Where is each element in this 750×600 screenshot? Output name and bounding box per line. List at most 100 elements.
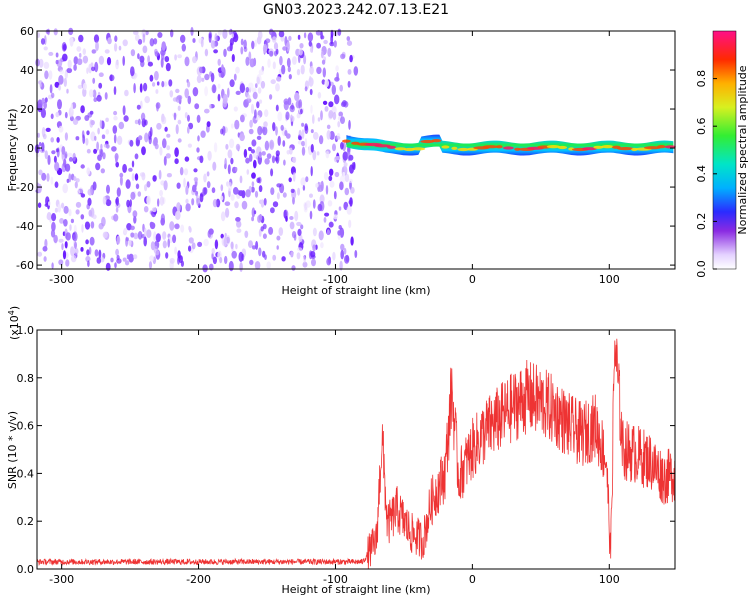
noise-cell	[92, 181, 97, 191]
signal-peak	[451, 146, 458, 150]
noise-cell	[90, 62, 94, 68]
noise-cell	[289, 105, 295, 113]
noise-cell	[183, 177, 186, 188]
noise-cell	[144, 132, 149, 143]
noise-cell	[256, 36, 262, 45]
noise-cell	[67, 152, 73, 158]
noise-cell	[86, 130, 90, 136]
noise-cell	[256, 76, 260, 85]
noise-cell	[185, 198, 189, 204]
noise-cell	[48, 70, 53, 80]
snr-frame	[36, 329, 676, 570]
noise-cell	[119, 172, 124, 178]
noise-cell	[197, 241, 203, 247]
noise-cell	[271, 155, 276, 164]
noise-cell	[133, 254, 138, 260]
noise-cell	[328, 101, 334, 108]
noise-cell	[159, 189, 164, 197]
noise-cell	[128, 167, 133, 172]
noise-cell	[224, 157, 227, 168]
noise-cell	[160, 217, 165, 226]
noise-cell	[122, 257, 127, 262]
noise-cell	[305, 176, 309, 183]
noise-cell	[312, 227, 317, 237]
noise-cell	[80, 247, 84, 252]
noise-cell	[58, 238, 64, 243]
y-tick-label: 40	[20, 64, 34, 77]
noise-cell	[46, 173, 50, 182]
noise-cell	[298, 136, 303, 141]
noise-cell	[245, 56, 250, 66]
noise-cell	[301, 129, 305, 140]
noise-cell	[169, 90, 174, 98]
noise-cell	[124, 260, 130, 266]
noise-cell	[248, 146, 252, 152]
noise-cell	[53, 155, 57, 163]
noise-cell	[297, 187, 301, 196]
noise-cell	[339, 227, 345, 238]
noise-cell	[225, 207, 230, 218]
noise-cell	[290, 188, 295, 193]
noise-cell	[43, 61, 50, 69]
signal-peak	[394, 147, 407, 151]
noise-cell	[98, 72, 104, 77]
noise-cell	[333, 40, 337, 48]
noise-cell	[125, 179, 131, 189]
noise-cell	[47, 154, 51, 166]
noise-cell	[349, 197, 353, 207]
noise-cell	[61, 146, 66, 155]
noise-cell	[57, 203, 61, 213]
noise-cell	[70, 102, 74, 113]
noise-cell	[220, 195, 224, 201]
noise-cell	[248, 153, 253, 162]
noise-cell	[266, 153, 272, 160]
noise-cell	[80, 193, 86, 198]
noise-cell	[174, 246, 178, 255]
noise-cell	[342, 100, 347, 107]
noise-cell	[331, 84, 336, 96]
noise-cell	[118, 45, 122, 51]
noise-cell	[65, 259, 70, 267]
noise-cell	[137, 38, 143, 45]
noise-cell	[231, 33, 235, 38]
colorbar-ticks: 0.0 0.2 0.4 0.6 0.8	[695, 70, 717, 278]
noise-cell	[243, 148, 248, 158]
noise-cell	[249, 259, 254, 266]
noise-cell	[67, 59, 72, 69]
noise-cell	[115, 248, 119, 256]
noise-cell	[157, 198, 160, 207]
noise-cell	[111, 146, 117, 152]
noise-cell	[234, 119, 240, 130]
noise-cell	[196, 75, 202, 84]
noise-cell	[300, 108, 303, 115]
noise-cell	[161, 80, 165, 88]
noise-cell	[90, 221, 95, 229]
noise-cell	[303, 255, 307, 264]
noise-cell	[270, 168, 274, 177]
noise-cell	[105, 262, 111, 271]
noise-cell	[162, 138, 167, 149]
noise-cell	[308, 40, 312, 47]
noise-cell	[275, 150, 280, 157]
noise-cell	[114, 43, 118, 52]
noise-cell	[114, 262, 117, 269]
noise-cell	[35, 58, 40, 67]
noise-cell	[188, 122, 194, 130]
noise-cell	[272, 201, 279, 208]
noise-cell	[342, 151, 349, 161]
noise-cell	[244, 230, 249, 238]
noise-cell	[212, 256, 217, 265]
noise-cell	[340, 142, 344, 150]
noise-cell	[316, 42, 321, 49]
snr-plot-area	[37, 338, 675, 569]
noise-cell	[176, 202, 181, 213]
noise-cell	[194, 103, 200, 110]
y-tick-label: -60	[16, 259, 34, 272]
noise-cell	[338, 206, 342, 211]
noise-cell	[114, 153, 119, 161]
noise-cell	[93, 148, 98, 154]
noise-cell	[61, 243, 64, 251]
noise-cell	[161, 41, 166, 51]
noise-cell	[309, 65, 314, 75]
noise-cell	[113, 213, 119, 222]
